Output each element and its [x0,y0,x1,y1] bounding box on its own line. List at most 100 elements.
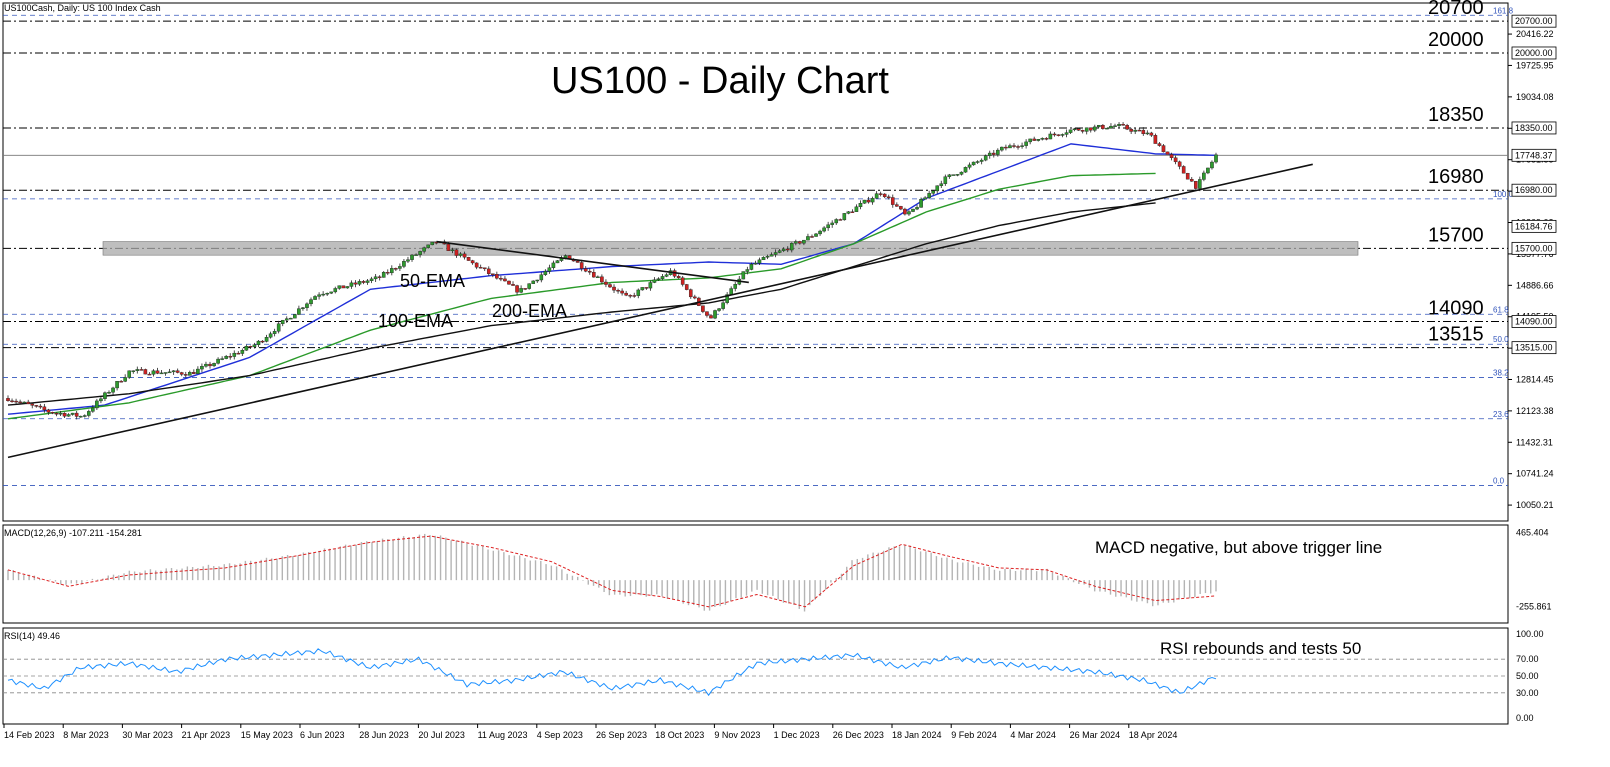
candle-body [749,263,754,270]
candle-body [78,415,83,418]
ema200-line [7,202,1156,406]
candle-body [1153,135,1158,144]
candle-body [551,262,556,268]
candle-body [1121,124,1125,126]
x-tick-label: 18 Jan 2024 [892,730,942,740]
candle-body [244,345,249,351]
candle-body [592,272,596,278]
candle-body [280,319,285,324]
candle-body [406,259,410,262]
candle-body [470,260,475,264]
candle-body [1068,129,1073,133]
candle-body [785,248,790,251]
candle-body [276,323,281,332]
price-box [1511,46,1557,60]
candle-body [996,149,1000,155]
candle-body [66,414,71,417]
candle-body [640,287,645,291]
x-tick-label: 14 Feb 2023 [4,730,55,740]
x-tick-label: 18 Apr 2024 [1129,730,1178,740]
candle-body [38,405,43,408]
candle-body [390,268,394,274]
candle-body [394,268,398,270]
candle-body [632,295,637,297]
candle-body [656,278,661,280]
candle-body [507,280,511,285]
price-tick-label: 14886.66 [1516,280,1554,290]
price-box-label: 20000.00 [1515,48,1553,58]
candle-body [1016,146,1020,148]
macd-axis-label: 465.404 [1516,528,1549,538]
candle-body [753,262,758,265]
fib-label-38.2: 38.2 [1493,368,1509,377]
candle-body [773,252,778,255]
ema100-line [7,172,1156,420]
rsi-axis-label: 100.00 [1516,629,1544,639]
candle-body [1181,166,1186,174]
candle-body [806,236,810,241]
chart-symbol-header: US100Cash, Daily: US 100 Index Cash [4,3,161,13]
candle-body [862,199,867,204]
x-tick-label: 26 Sep 2023 [596,730,647,740]
candle-body [963,167,968,173]
candle-body [878,193,883,195]
candle-body [1032,138,1036,141]
price-tick-label: 10741.24 [1516,469,1554,479]
candle-body [1024,141,1028,146]
candle-body [959,171,964,175]
candle-body [333,288,338,293]
candle-body [587,270,592,273]
price-box-label: 17748.37 [1515,150,1553,160]
price-tick-label: 20416.22 [1516,29,1554,39]
candle-body [652,279,657,283]
candle-body [741,271,746,280]
ema100-label: 100-EMA [378,311,453,331]
candle-body [1145,132,1150,135]
candle-body [1101,124,1105,129]
candle-body [951,174,956,176]
support-zone [102,241,1359,256]
candle-body [196,368,200,374]
price-tick-label: 10050.21 [1516,500,1554,510]
candle-body [1020,145,1024,147]
price-box [1511,341,1557,355]
candle-body [834,219,839,224]
candle-body [232,352,237,357]
candle-body [179,372,184,375]
candle-body [955,174,960,176]
ema200-label: 200-EMA [492,301,567,321]
candle-body [147,373,152,376]
candle-body [967,164,972,168]
candle-body [854,206,859,212]
candle-body [159,372,164,375]
candle-body [895,204,899,207]
x-tick-label: 6 Jun 2023 [300,730,345,740]
candle-body [268,333,273,338]
x-tick-label: 26 Dec 2023 [833,730,884,740]
fib-label-161.8: 161.8 [1493,6,1514,15]
candle-body [402,261,406,267]
candle-body [95,400,99,409]
candle-body [357,281,362,285]
candle-body [781,248,786,251]
price-box-label: 20700.00 [1515,16,1553,26]
candle-body [939,183,944,186]
candle-body [317,294,321,297]
candle-body [555,260,560,264]
ema50-line [7,143,1217,415]
candle-body [688,289,693,298]
x-tick-label: 30 Mar 2023 [122,730,173,740]
x-tick-label: 4 Mar 2024 [1010,730,1056,740]
candle-body [499,278,503,280]
candle-body [99,398,103,402]
candle-body [167,371,172,374]
candle-body [10,400,14,403]
candle-body [1028,138,1032,143]
candle-body [660,276,665,279]
price-box [1511,14,1557,28]
candle-body [616,290,620,292]
candle-body [1064,132,1069,135]
candle-body [971,161,976,166]
candle-body [503,278,507,282]
